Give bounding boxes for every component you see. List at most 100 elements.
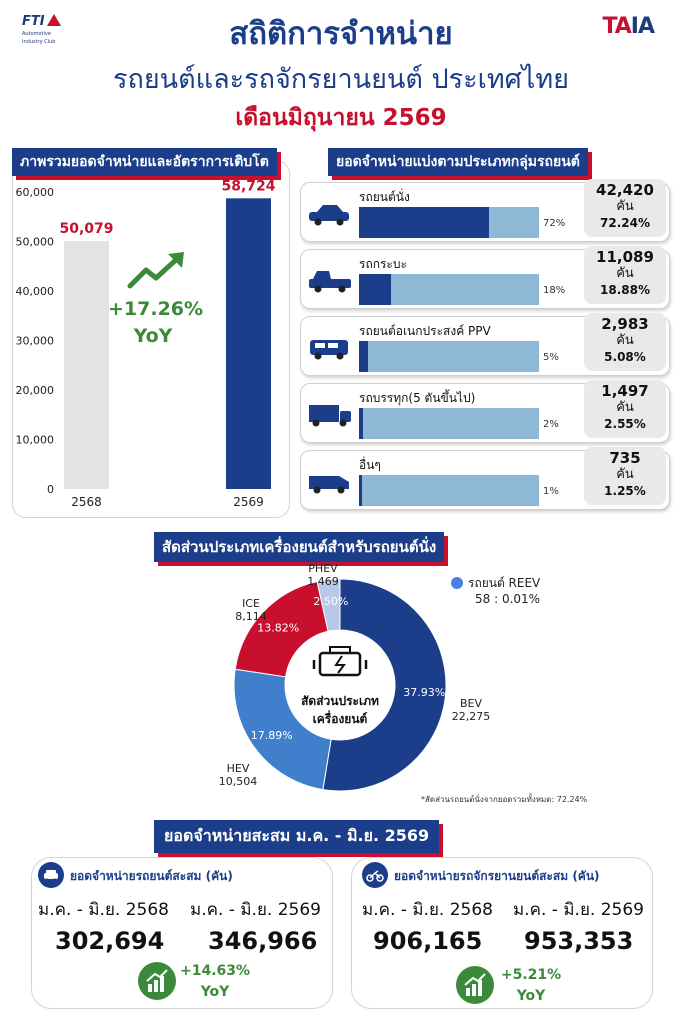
category-bar-track: [359, 341, 539, 372]
car-cumulative-panel: [31, 857, 333, 1009]
car-growth-pct: +14.63%: [180, 963, 251, 979]
bev-value: 22,275: [451, 710, 491, 723]
phev-name: PHEV: [308, 562, 338, 575]
phev-value: 1,469: [307, 575, 339, 588]
x-category-label: 2568: [71, 495, 102, 509]
category-unit: คัน: [616, 266, 634, 281]
moto-growth-label: YoY: [516, 988, 546, 1004]
category-bar-track: [359, 475, 539, 506]
category-unit: คัน: [616, 199, 634, 214]
overview-bar-chart: 0 10,000 20,000 30,000 40,000 50,000 60,000 50,…: [16, 178, 276, 509]
taia-logo: TAIA: [602, 14, 655, 39]
category-unit: คัน: [616, 467, 634, 482]
category-share: 72.24%: [600, 216, 650, 230]
category-value: 735: [609, 449, 641, 467]
motorcycle-icon: [362, 862, 388, 888]
moto-period-curr: ม.ค. - มิ.ย. 2569: [513, 900, 644, 920]
category-bar-pct: 72%: [543, 218, 566, 229]
taia-logo-a: TA: [602, 14, 631, 39]
moto-value-prev: 906,165: [373, 927, 483, 955]
car-growth-chart-icon: [138, 962, 176, 1000]
donut-slice-bev: [322, 578, 447, 792]
overview-growth-label: YoY: [133, 325, 173, 347]
reev-legend-dot: [451, 577, 463, 589]
y-tick-label: 60,000: [16, 186, 55, 199]
car-growth-label: YoY: [200, 984, 230, 1000]
car-value-prev: 302,694: [55, 927, 165, 955]
category-label: อื่นๆ: [359, 458, 381, 472]
ice-label: ICE 8,114: [231, 597, 271, 623]
fti-sub-1: Automotive: [22, 31, 51, 37]
reev-value: 58 : 0.01%: [475, 592, 541, 606]
category-value-box: 1,497 คัน 2.55%: [584, 380, 666, 438]
y-tick-label: 0: [47, 483, 54, 496]
overview-growth-pct: +17.26%: [108, 298, 204, 320]
category-bar-pct: 1%: [543, 486, 559, 497]
bar-value-label: 50,079: [59, 221, 113, 237]
bev-label: BEV 22,275: [446, 697, 496, 723]
category-value-box: 735 คัน 1.25%: [584, 447, 666, 505]
suv-icon: [305, 334, 355, 362]
bar-value-label: 58,724: [221, 178, 275, 194]
category-share: 5.08%: [604, 350, 646, 364]
category-value-box: 2,983 คัน 5.08%: [584, 313, 666, 371]
donut-pct-label: 13.82%: [257, 621, 299, 634]
car-value-curr: 346,966: [208, 927, 318, 955]
category-label: รถยนต์นั่ง: [359, 190, 410, 204]
car-cumulative-title: ยอดจำหน่ายรถยนต์สะสม (คัน): [70, 869, 233, 883]
ice-name: ICE: [242, 597, 260, 610]
category-label: รถยนต์อเนกประสงค์ PPV: [359, 324, 491, 338]
cumulative-heading: ยอดจำหน่ายสะสม ม.ค. - มิ.ย. 2569: [154, 820, 440, 853]
donut-pct-label: 37.93%: [403, 686, 445, 699]
y-tick-label: 30,000: [16, 335, 55, 348]
ice-value: 8,114: [235, 610, 267, 623]
moto-cumulative-title: ยอดจำหน่ายรถจักรยานยนต์สะสม (คัน): [394, 869, 600, 883]
moto-growth-pct: +5.21%: [500, 967, 562, 983]
donut-center-label-2: เครื่องยนต์: [313, 710, 368, 726]
fti-triangle-icon: [46, 14, 61, 26]
donut-slice-hev: [233, 668, 332, 791]
x-category-label: 2569: [233, 495, 264, 509]
category-value: 42,420: [596, 181, 654, 199]
fti-logo: FTI Automotive Industry Club: [22, 14, 72, 45]
category-share: 18.88%: [600, 283, 650, 297]
category-bar-fill: [359, 341, 368, 372]
page-subtitle: รถยนต์และรถจักรยานยนต์ ประเทศไทย: [113, 64, 569, 95]
taia-logo-b: IA: [630, 14, 655, 39]
category-value: 1,497: [601, 382, 649, 400]
fti-logo-text: FTI: [22, 14, 45, 29]
sedan-icon: [305, 200, 355, 228]
category-heading: ยอดจำหน่ายแบ่งตามประเภทกลุ่มรถยนต์: [328, 148, 588, 176]
category-bar-fill: [359, 408, 363, 439]
bev-name: BEV: [459, 697, 483, 710]
category-bar-fill: [359, 207, 489, 238]
y-tick-label: 50,000: [16, 236, 55, 249]
trend-up-arrow-icon: [127, 252, 184, 289]
van-icon: [305, 468, 355, 496]
page-title: สถิติการจำหน่าย: [229, 16, 453, 52]
category-unit: คัน: [616, 333, 634, 348]
category-bar-pct: 2%: [543, 419, 559, 430]
car-icon: [38, 862, 64, 888]
category-unit: คัน: [616, 400, 634, 415]
donut-pct-label: 17.89%: [251, 729, 293, 742]
category-value: 11,089: [596, 248, 654, 266]
bar-2568: [64, 241, 109, 489]
page-month: เดือนมิถุนายน 2569: [235, 105, 447, 131]
phev-label: PHEV 1,469: [303, 562, 343, 588]
category-share: 1.25%: [604, 484, 646, 498]
hev-value: 10,504: [218, 775, 258, 788]
engine-heading: สัดส่วนประเภทเครื่องยนต์สำหรับรถยนต์นั่ง: [154, 532, 445, 562]
category-bar-track: [359, 408, 539, 439]
category-value-box: 11,089 คัน 18.88%: [584, 246, 666, 304]
category-bar-pct: 18%: [543, 285, 566, 296]
y-tick-label: 20,000: [16, 384, 55, 397]
category-share: 2.55%: [604, 417, 646, 431]
truck-icon: [305, 401, 355, 429]
moto-period-prev: ม.ค. - มิ.ย. 2568: [362, 900, 493, 920]
car-period-prev: ม.ค. - มิ.ย. 2568: [38, 900, 169, 920]
y-tick-label: 10,000: [16, 434, 55, 447]
moto-growth-chart-icon: [456, 966, 494, 1004]
category-bar-fill: [359, 475, 362, 506]
donut-pct-label: 2.50%: [313, 595, 348, 608]
